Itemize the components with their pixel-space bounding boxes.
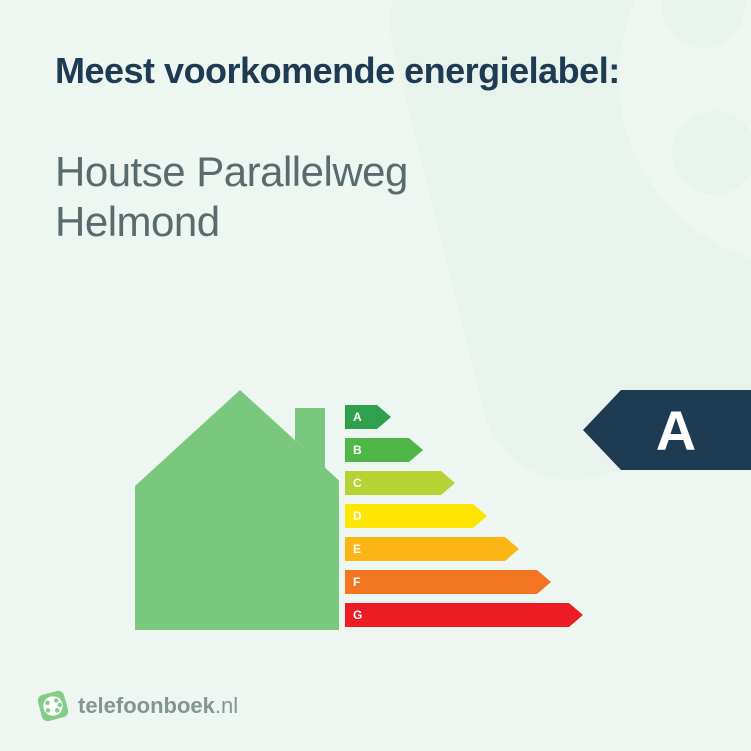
text-block: Meest voorkomende energielabel: Houtse P… xyxy=(55,50,701,248)
energy-bar-c: C xyxy=(345,466,583,499)
energy-bar-label: D xyxy=(353,509,362,523)
result-letter: A xyxy=(656,398,696,463)
house-icon xyxy=(135,390,345,630)
energy-bar-f: F xyxy=(345,565,583,598)
energy-bar-e: E xyxy=(345,532,583,565)
energy-bar-d: D xyxy=(345,499,583,532)
energy-bar-label: E xyxy=(353,542,361,556)
footer-brand: telefoonboek.nl xyxy=(78,693,238,719)
energy-bars-group: A B C D E F G xyxy=(345,400,583,631)
street-name: Houtse Parallelweg xyxy=(55,147,701,197)
card-subtitle: Houtse Parallelweg Helmond xyxy=(55,147,701,248)
energy-bar-b: B xyxy=(345,433,583,466)
energy-diagram: A B C D E F G xyxy=(135,390,615,640)
footer: telefoonboek.nl xyxy=(38,691,238,721)
city-name: Helmond xyxy=(55,197,701,247)
energy-bar-label: F xyxy=(353,575,360,589)
card-title: Meest voorkomende energielabel: xyxy=(55,50,701,92)
energy-bar-label: C xyxy=(353,476,362,490)
energy-bar-a: A xyxy=(345,400,583,433)
telefoonboek-logo-icon xyxy=(35,688,72,725)
energy-bar-label: B xyxy=(353,443,362,457)
result-badge: A xyxy=(583,390,751,470)
footer-brand-thin: .nl xyxy=(215,693,238,718)
energy-bar-g: G xyxy=(345,598,583,631)
energy-bar-label: A xyxy=(353,410,362,424)
footer-brand-bold: telefoonboek xyxy=(78,693,215,718)
energy-label-card: Meest voorkomende energielabel: Houtse P… xyxy=(0,0,751,751)
result-body: A xyxy=(621,390,751,470)
energy-bar-label: G xyxy=(353,608,362,622)
result-arrow xyxy=(583,390,621,470)
